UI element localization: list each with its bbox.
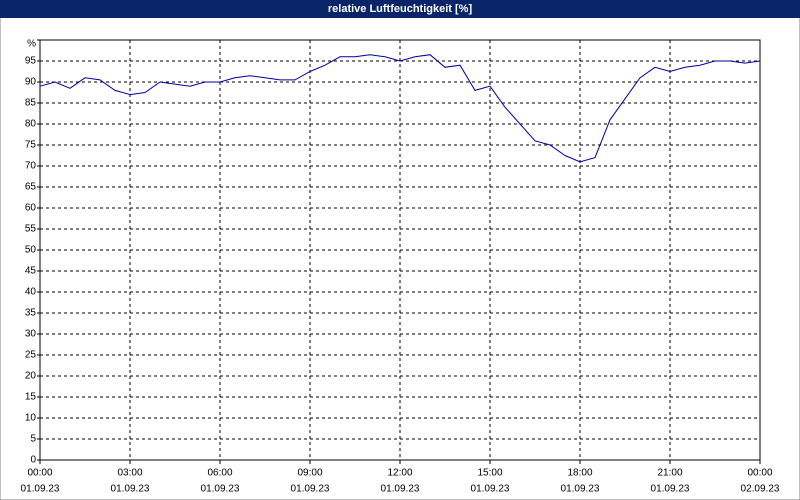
x-tick-date: 01.09.23: [471, 484, 510, 495]
y-tick-label: 50: [25, 245, 37, 256]
x-tick-label: 18:00: [567, 468, 592, 479]
y-tick-label: 70: [25, 161, 37, 172]
data-line: [39, 54, 761, 163]
x-tick-date: 01.09.23: [111, 484, 150, 495]
y-tick-label: 75: [25, 140, 37, 151]
x-tick-date: 01.09.23: [381, 484, 420, 495]
x-tick-date: 01.09.23: [21, 484, 60, 495]
y-tick-label: 10: [25, 413, 37, 424]
y-tick-label: 20: [25, 371, 37, 382]
y-tick-label: 25: [25, 350, 37, 361]
x-tick-label: 09:00: [297, 468, 322, 479]
x-tick-label: 00:00: [27, 468, 52, 479]
x-tick-date: 01.09.23: [201, 484, 240, 495]
y-tick-label: 65: [25, 182, 37, 193]
y-tick-label: 40: [25, 287, 37, 298]
x-tick-date: 01.09.23: [651, 484, 690, 495]
y-tick-label: 85: [25, 98, 37, 109]
x-tick-date: 02.09.23: [741, 484, 780, 495]
y-tick-label: 15: [25, 392, 37, 403]
x-tick-label: 06:00: [207, 468, 232, 479]
x-tick-label: 21:00: [657, 468, 682, 479]
x-tick-date: 01.09.23: [561, 484, 600, 495]
y-tick-label: 35: [25, 308, 37, 319]
y-tick-label: 5: [30, 434, 36, 445]
y-tick-label: 95: [25, 56, 37, 67]
y-tick-label: %: [27, 39, 36, 50]
x-tick-label: 12:00: [387, 468, 412, 479]
title-bar: [0, 0, 800, 18]
x-tick-label: 00:00: [747, 468, 772, 479]
y-tick-label: 55: [25, 224, 37, 235]
x-tick-date: 01.09.23: [291, 484, 330, 495]
x-tick-label: 15:00: [477, 468, 502, 479]
chart-title: relative Luftfeuchtigkeit [%]: [328, 3, 473, 15]
x-tick-label: 03:00: [117, 468, 142, 479]
y-tick-label: 45: [25, 266, 37, 277]
y-tick-label: 90: [25, 77, 37, 88]
y-tick-label: 60: [25, 203, 37, 214]
y-tick-label: 0: [30, 455, 36, 466]
y-tick-label: 30: [25, 329, 37, 340]
y-tick-label: 80: [25, 119, 37, 130]
